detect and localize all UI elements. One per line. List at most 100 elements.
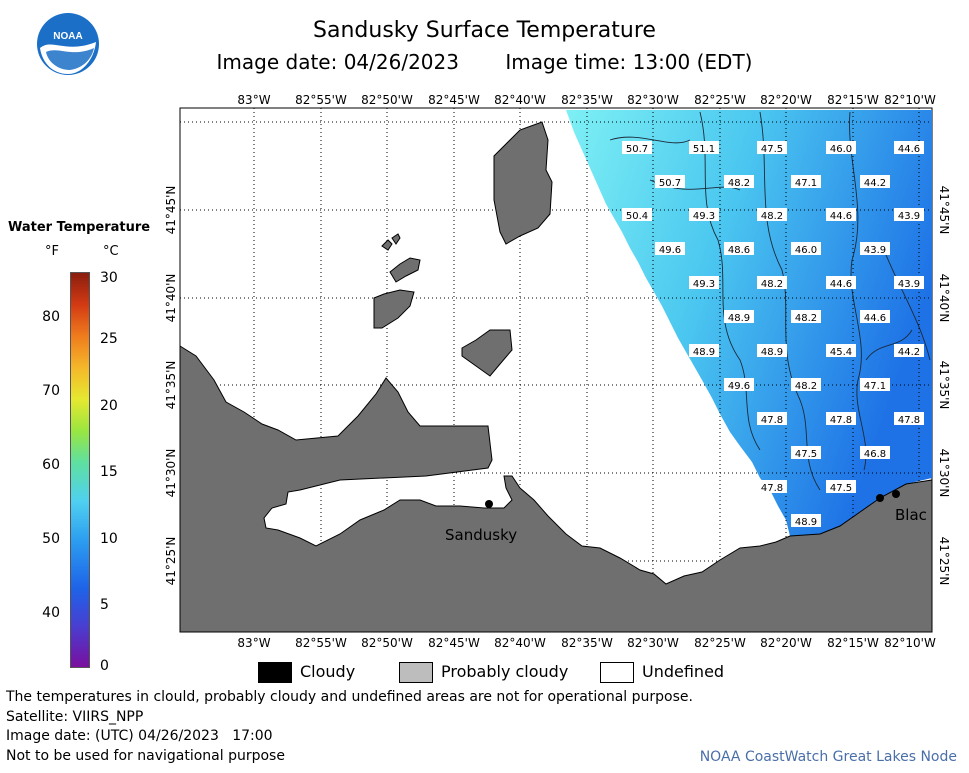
temperature-label-box [826,480,856,493]
key-probably-cloudy: Probably cloudy [399,662,568,683]
image-time: Image time: 13:00 (EDT) [505,50,753,74]
svg-text:82°50'W: 82°50'W [361,636,413,650]
temperature-label-box [826,276,856,289]
c-tick: 10 [100,531,118,547]
svg-text:82°15'W: 82°15'W [827,636,879,650]
temperature-label-box [860,175,890,188]
f-tick: 60 [42,457,60,473]
svg-text:82°40'W: 82°40'W [494,93,546,107]
temperature-value: 47.1 [795,178,817,189]
temperature-value: 48.2 [728,178,750,189]
note-disclaimer: The temperatures in clould, probably clo… [6,689,693,705]
svg-text:82°55'W: 82°55'W [295,93,347,107]
svg-text:82°30'W: 82°30'W [627,636,679,650]
temperature-value: 50.4 [626,211,648,222]
temperature-label-box [826,141,856,154]
temperature-value: 43.9 [898,211,920,222]
temperature-value: 47.8 [761,415,783,426]
sandusky-marker [485,500,493,508]
temperature-value: 48.2 [795,381,817,392]
credit: NOAA CoastWatch Great Lakes Node [699,749,957,765]
temperature-label-box [791,514,821,527]
temperature-value: 44.6 [898,144,920,155]
temperature-label-box [791,378,821,391]
unit-fahrenheit: °F [45,244,59,259]
svg-text:82°40'W: 82°40'W [494,636,546,650]
temperature-value: 43.9 [898,279,920,290]
c-tick: 30 [100,270,118,286]
note-utc-date: Image date: (UTC) 04/26/2023 17:00 [6,728,273,744]
key-cloudy: Cloudy [258,662,355,683]
temperature-value: 48.9 [728,313,750,324]
svg-text:41°35'N: 41°35'N [937,361,951,410]
temperature-label-box [757,276,787,289]
temperature-label-box [791,446,821,459]
svg-text:82°45'W: 82°45'W [428,93,480,107]
svg-text:83°W: 83°W [237,636,270,650]
temperature-value: 48.2 [761,279,783,290]
temperature-label-box [860,242,890,255]
temperature-value: 49.3 [693,279,715,290]
temperature-label-box [860,310,890,323]
temperature-value: 44.2 [864,178,886,189]
temperature-value: 45.4 [830,347,852,358]
svg-text:41°30'N: 41°30'N [937,449,951,498]
temperature-label-box [757,344,787,357]
temperature-colorbar [70,272,90,668]
key-undefined: Undefined [600,662,724,683]
key-cloudy-swatch [258,662,292,683]
temperature-label-box [689,141,719,154]
temperature-label-box [826,412,856,425]
svg-text:82°45'W: 82°45'W [428,636,480,650]
svg-text:82°25'W: 82°25'W [694,93,746,107]
kelleys-island [493,121,553,245]
svg-text:41°25'N: 41°25'N [164,537,178,586]
svg-text:82°20'W: 82°20'W [760,636,812,650]
temperature-label-box [724,310,754,323]
c-tick: 0 [100,658,109,674]
c-tick: 25 [100,331,118,347]
temperature-label-box [757,412,787,425]
svg-text:41°40'N: 41°40'N [937,274,951,323]
south-island [461,329,513,377]
temperature-label-box [655,175,685,188]
temperature-label-box [724,175,754,188]
lat-labels-left: 41°45'N 41°40'N 41°35'N 41°30'N 41°25'N [164,186,178,586]
noaa-logo-text: NOAA [53,31,82,42]
c-tick: 15 [100,464,118,480]
south-bass-island [373,289,415,329]
temperature-value: 44.6 [830,279,852,290]
temperature-label-box [689,276,719,289]
svg-text:41°45'N: 41°45'N [937,186,951,235]
temperature-value: 49.3 [693,211,715,222]
note-navigation: Not to be used for navigational purpose [6,747,285,764]
temperature-value: 46.0 [830,144,852,155]
temperature-value: 48.6 [728,245,750,256]
temperature-value: 47.8 [830,415,852,426]
unit-celsius: °C [103,244,119,259]
temperature-value: 43.9 [864,245,886,256]
land-areas [179,121,933,633]
temperature-value: 50.7 [659,178,681,189]
temperature-label-box [894,208,924,221]
small-island-b [391,233,401,245]
temperature-label-box [826,344,856,357]
svg-text:41°40'N: 41°40'N [164,274,178,323]
svg-text:82°30'W: 82°30'W [627,93,679,107]
map-title: Sandusky Surface Temperature [313,18,656,43]
temperature-label-box [860,446,890,459]
temperature-value: 44.6 [864,313,886,324]
temperature-value: 48.2 [761,211,783,222]
temperature-label-box [655,242,685,255]
temperature-label-box [622,141,652,154]
temperature-value: 47.8 [898,415,920,426]
temperature-value: 49.6 [728,381,750,392]
temperature-label-box [826,208,856,221]
mainland [179,345,933,633]
temperature-value: 44.2 [898,347,920,358]
svg-text:41°35'N: 41°35'N [164,361,178,410]
black-marker-a [876,494,884,502]
legend-title: Water Temperature [8,220,151,235]
svg-text:82°35'W: 82°35'W [561,93,613,107]
